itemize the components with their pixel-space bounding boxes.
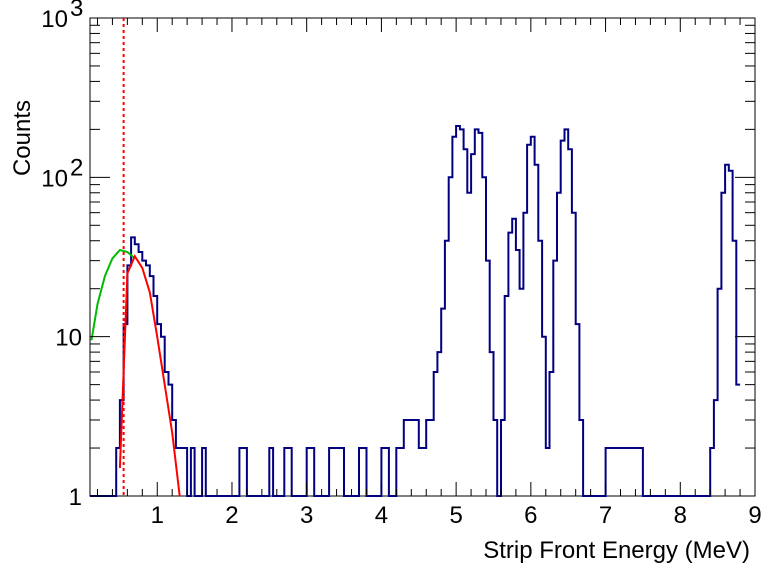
plot-frame — [89, 17, 756, 497]
x-tick-label: 5 — [449, 502, 462, 529]
x-tick-label: 6 — [524, 502, 537, 529]
x-tick-label: 7 — [599, 502, 612, 529]
fit-curve-red — [118, 254, 181, 497]
y-tick-label: 10 — [41, 165, 68, 192]
x-tick-label: 3 — [300, 502, 313, 529]
x-axis-title: Strip Front Energy (MeV) — [483, 537, 750, 564]
y-tick-label: 10 — [41, 6, 68, 33]
x-tick-label: 2 — [225, 502, 238, 529]
y-tick-label: 10 — [55, 325, 82, 352]
y-tick-label: 1 — [69, 484, 82, 511]
x-tick-label: 8 — [674, 502, 687, 529]
x-tick-label: 9 — [748, 502, 761, 529]
x-tick-label: 1 — [151, 502, 164, 529]
y-axis-title: Counts — [9, 100, 36, 176]
y-tick-exponent: 2 — [70, 154, 83, 181]
histogram-series — [90, 125, 741, 497]
fit-curve-green — [90, 248, 136, 341]
x-tick-label: 4 — [375, 502, 388, 529]
chart-marks — [90, 18, 741, 497]
y-tick-exponent: 3 — [70, 0, 83, 22]
